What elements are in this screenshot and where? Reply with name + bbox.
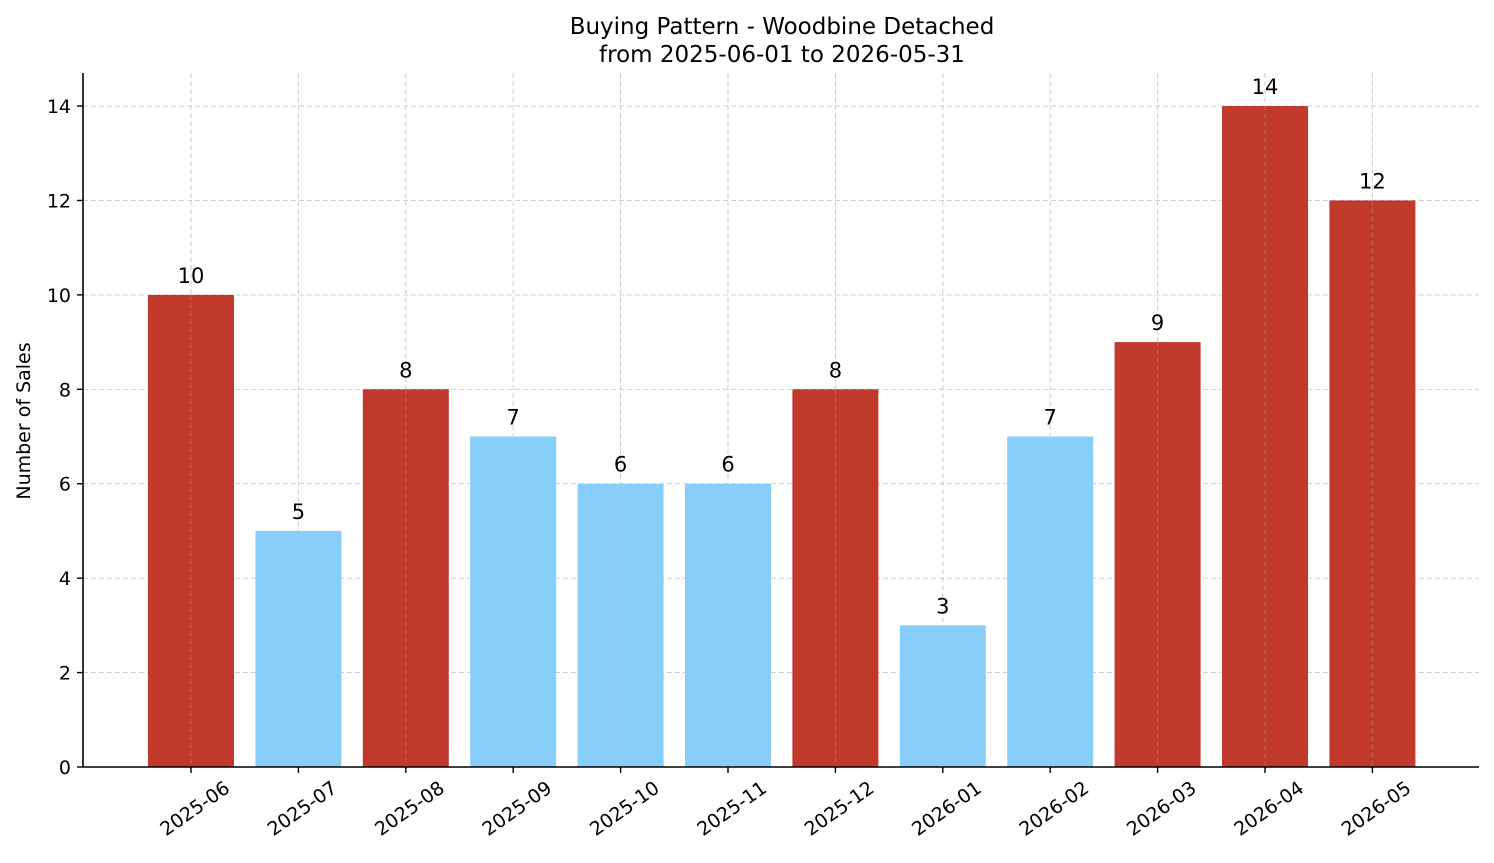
x-tick-label: 2025-07 [264, 777, 342, 841]
x-tick-label: 2025-06 [156, 777, 234, 841]
x-tick-label: 2026-01 [908, 777, 986, 841]
bar-2026-02 [1007, 436, 1094, 767]
data-labels-layer: 10 5 8 7 6 6 8 3 7 9 14 12 [178, 75, 1386, 767]
data-label-2026-01: 3 [936, 594, 949, 618]
y-tick-label: 2 [59, 663, 71, 685]
x-tick-label: 2025-11 [693, 777, 771, 841]
data-label-2025-11: 6 [721, 453, 734, 477]
bar-2026-04 [1222, 106, 1308, 768]
y-tick-label: 4 [59, 568, 71, 590]
bar-2025-11 [685, 483, 771, 767]
data-label-2026-05: 12 [1359, 169, 1386, 193]
x-tick-label: 2025-12 [801, 777, 879, 841]
data-label-2025-09: 7 [507, 406, 520, 430]
y-tick-label: 8 [59, 379, 71, 401]
x-tick-label: 2026-02 [1015, 777, 1093, 841]
data-label-2025-06: 10 [178, 264, 205, 288]
bar-2025-12 [792, 389, 879, 767]
bar-2026-01 [899, 625, 986, 767]
chart-title-line1: Buying Pattern - Woodbine Detached [570, 14, 995, 40]
data-label-2026-02: 7 [1044, 406, 1057, 430]
y-tick-label: 10 [47, 285, 71, 307]
axes-layer [82, 73, 1479, 768]
bar-2026-03 [1114, 342, 1201, 767]
bar-2026-05 [1329, 200, 1416, 768]
x-tick-label: 2025-08 [371, 777, 449, 841]
x-tick-label: 2025-10 [586, 777, 664, 841]
bar-2025-08 [362, 389, 449, 767]
data-label-2025-07: 5 [292, 500, 305, 524]
data-label-2025-08: 8 [399, 358, 412, 382]
data-label-2025-10: 6 [614, 453, 627, 477]
y-tick-label: 0 [59, 757, 71, 779]
y-axis-label: Number of Sales [13, 342, 35, 499]
bar-2025-10 [577, 483, 664, 767]
x-tick-label: 2026-03 [1123, 777, 1201, 841]
chart-title-line2: from 2025-06-01 to 2026-05-31 [599, 42, 965, 68]
y-tick-label: 12 [47, 190, 71, 212]
y-tick-label: 6 [59, 474, 71, 496]
data-label-2026-04: 14 [1252, 75, 1279, 99]
bar-2025-06 [148, 294, 234, 767]
x-tick-label: 2025-09 [478, 777, 556, 841]
data-label-2025-12: 8 [829, 358, 842, 382]
x-tick-label: 2026-04 [1230, 777, 1308, 841]
bar-2025-09 [470, 436, 557, 767]
x-tick-label: 2026-05 [1338, 777, 1416, 841]
bar-2025-07 [255, 530, 342, 767]
data-label-2026-03: 9 [1151, 311, 1164, 335]
bars-layer [148, 106, 1416, 768]
y-tick-label: 14 [47, 96, 71, 118]
